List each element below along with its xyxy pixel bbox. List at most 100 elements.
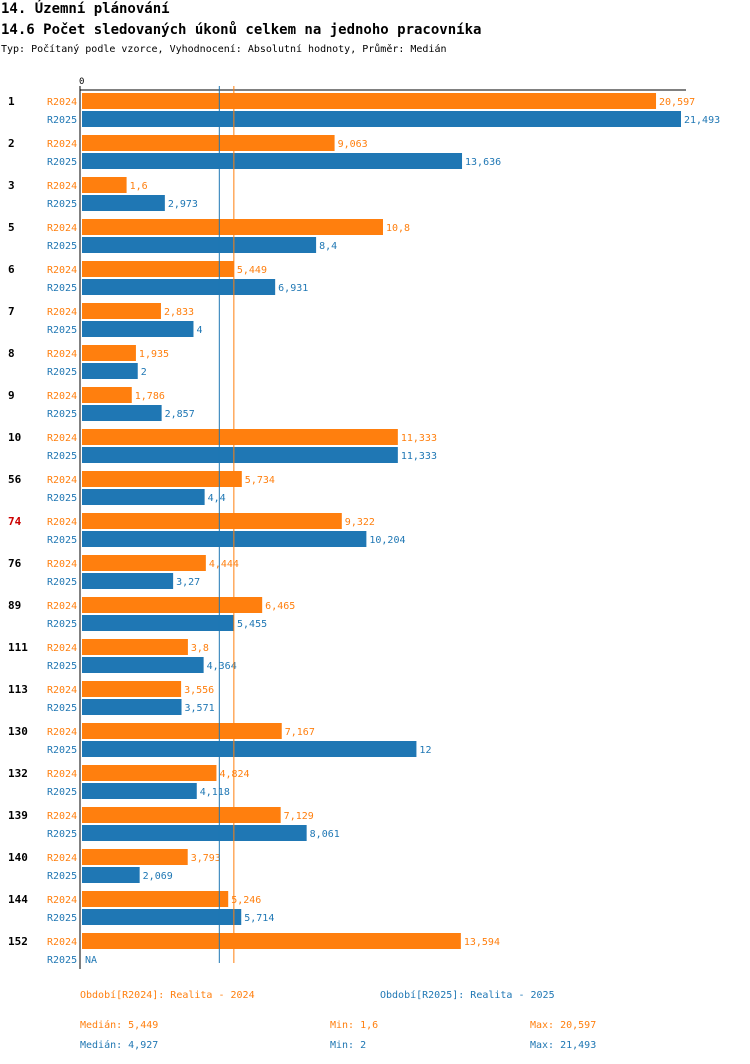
series-label: R2025 [47, 367, 77, 378]
bar [82, 429, 398, 445]
value-label: 3,8 [191, 643, 209, 654]
series-label: R2024 [47, 769, 77, 780]
series-label: R2025 [47, 913, 77, 924]
series-label: R2025 [47, 787, 77, 798]
series-label: R2025 [47, 157, 77, 168]
series-label: R2025 [47, 325, 77, 336]
series-label: R2024 [47, 685, 77, 696]
category-label: 8 [8, 347, 15, 360]
category-label: 5 [8, 221, 15, 234]
series-label: R2024 [47, 643, 77, 654]
series-label: R2025 [47, 619, 77, 630]
series-label: R2024 [47, 97, 77, 108]
series-label: R2024 [47, 853, 77, 864]
value-label: 3,556 [184, 685, 214, 696]
value-label: 3,27 [176, 577, 200, 588]
series-label: R2024 [47, 895, 77, 906]
series-label: R2024 [47, 517, 77, 528]
value-label: 11,333 [401, 451, 437, 462]
bar [82, 237, 317, 253]
category-label: 2 [8, 137, 15, 150]
value-label: 5,714 [244, 913, 274, 924]
median-r2025: Medián: 4,927 [80, 1040, 159, 1051]
value-label: 9,063 [338, 139, 368, 150]
bar [82, 783, 197, 799]
bar [82, 933, 461, 949]
series-label: R2024 [47, 139, 77, 150]
value-label: 12 [419, 745, 431, 756]
value-label: 4,118 [200, 787, 230, 798]
value-label: 4 [196, 325, 202, 336]
bar [82, 219, 383, 235]
bar [82, 531, 367, 547]
category-label: 56 [8, 473, 22, 486]
series-label: R2025 [47, 661, 77, 672]
value-label: 8,061 [310, 829, 340, 840]
bar [82, 909, 242, 925]
value-label: 7,129 [284, 811, 314, 822]
bar [82, 765, 217, 781]
bar [82, 891, 229, 907]
bar [82, 93, 657, 109]
series-label: R2024 [47, 181, 77, 192]
value-label: 3,793 [191, 853, 221, 864]
series-label: R2024 [47, 811, 77, 822]
value-label: 4,824 [219, 769, 249, 780]
value-label: 20,597 [659, 97, 695, 108]
value-label: 7,167 [285, 727, 315, 738]
category-label: 130 [8, 725, 28, 738]
value-label: 11,333 [401, 433, 437, 444]
bar [82, 681, 182, 697]
series-label: R2025 [47, 871, 77, 882]
bar [82, 867, 140, 883]
bar [82, 615, 235, 631]
bar [82, 489, 205, 505]
bar [82, 555, 206, 571]
bar [82, 657, 204, 673]
category-label: 1 [8, 95, 15, 108]
bar-chart: 0 1 R2024 20,597 R2025 21,493 2 R2024 9,063 R2025… [8, 77, 720, 969]
value-label: 2 [141, 367, 147, 378]
series-label: R2025 [47, 829, 77, 840]
series-label: R2024 [47, 349, 77, 360]
series-label: R2025 [47, 493, 77, 504]
bar [82, 345, 136, 361]
bar [82, 447, 398, 463]
category-label: 111 [8, 641, 28, 654]
bar [82, 261, 234, 277]
series-label: R2024 [47, 223, 77, 234]
value-label: 8,4 [319, 241, 337, 252]
bar [82, 177, 127, 193]
value-label: 4,4 [208, 493, 226, 504]
value-label: 1,6 [130, 181, 148, 192]
category-label: 76 [8, 557, 22, 570]
series-label: R2025 [47, 451, 77, 462]
bar [82, 741, 417, 757]
bar [82, 153, 463, 169]
bar [82, 639, 188, 655]
bar [82, 135, 335, 151]
value-label: NA [85, 955, 97, 966]
min-r2024: Min: 1,6 [330, 1020, 379, 1031]
category-label: 7 [8, 305, 15, 318]
value-label: 2,833 [164, 307, 194, 318]
bar [82, 405, 162, 421]
series-label: R2024 [47, 727, 77, 738]
axis-zero-label: 0 [79, 77, 84, 87]
bar [82, 279, 276, 295]
value-label: 2,069 [143, 871, 173, 882]
bar [82, 513, 342, 529]
series-label: R2025 [47, 199, 77, 210]
category-label: 139 [8, 809, 28, 822]
series-label: R2025 [47, 955, 77, 966]
value-label: 2,857 [165, 409, 195, 420]
series-label: R2024 [47, 559, 77, 570]
value-label: 2,973 [168, 199, 198, 210]
value-label: 9,322 [345, 517, 375, 528]
max-r2024: Max: 20,597 [530, 1020, 597, 1031]
category-label: 144 [8, 893, 28, 906]
series-label: R2025 [47, 535, 77, 546]
bar [82, 597, 263, 613]
category-label: 132 [8, 767, 28, 780]
value-label: 5,455 [237, 619, 267, 630]
